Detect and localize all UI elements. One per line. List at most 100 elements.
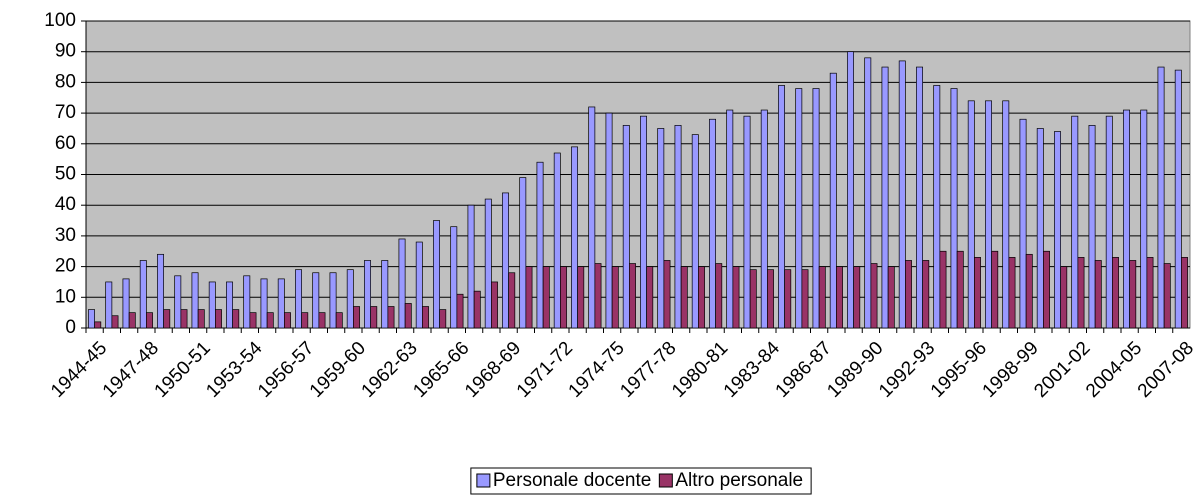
bar	[663, 260, 671, 329]
bar	[353, 306, 360, 329]
x-tick-label: 1998-99	[979, 338, 1043, 402]
bar	[525, 266, 533, 329]
bar	[1088, 125, 1096, 329]
x-tick-label: 1950-51	[151, 338, 215, 402]
bar	[1036, 128, 1044, 329]
bar	[180, 309, 188, 329]
bar	[439, 309, 447, 329]
bar	[732, 266, 740, 329]
bar	[898, 60, 906, 329]
bar	[266, 312, 274, 329]
bar	[691, 134, 699, 329]
bar	[657, 128, 665, 329]
bar	[381, 260, 389, 329]
legend-label: Personale docente	[493, 470, 651, 491]
bar	[1146, 257, 1154, 329]
bar	[577, 266, 585, 329]
x-tick-label: 1983-84	[720, 337, 784, 401]
x-tick-label: 1974-75	[565, 338, 629, 402]
bar	[243, 275, 251, 329]
bar	[1105, 115, 1113, 329]
x-tick-label: 1953-54	[202, 337, 266, 401]
bar	[1174, 69, 1182, 329]
bar	[157, 253, 164, 329]
bar	[197, 309, 205, 329]
bar	[594, 263, 602, 329]
bar	[985, 100, 992, 329]
bar	[829, 72, 837, 329]
bar	[1157, 66, 1165, 329]
x-tick-label: 2001-02	[1030, 338, 1094, 402]
bar	[767, 269, 774, 329]
bar	[1123, 109, 1130, 329]
bar	[433, 220, 440, 329]
bar	[215, 309, 222, 329]
x-tick-label: 1965-66	[409, 338, 473, 402]
bar	[1181, 257, 1188, 329]
bar	[312, 272, 320, 329]
bar	[1008, 257, 1016, 329]
x-tick-label: 1962-63	[358, 338, 422, 402]
bar	[588, 106, 596, 329]
bar	[611, 266, 619, 329]
bar	[674, 125, 682, 329]
bar	[277, 278, 285, 329]
x-tick-label: 1989-90	[823, 338, 887, 402]
bar	[1054, 131, 1061, 329]
bar	[1071, 115, 1079, 329]
bar	[1112, 257, 1119, 329]
bar	[991, 250, 999, 329]
bar	[1163, 263, 1171, 329]
bar	[967, 100, 975, 329]
bar	[1060, 266, 1068, 329]
bar	[484, 198, 492, 329]
x-tick-label: 1956-57	[254, 338, 318, 402]
legend: Personale docente Altro personale	[470, 467, 812, 495]
bar	[226, 281, 233, 329]
legend-label: Altro personale	[675, 470, 803, 491]
bar	[749, 269, 757, 329]
bar	[450, 226, 458, 329]
bar	[491, 281, 498, 329]
bar	[956, 250, 964, 329]
bar	[1129, 260, 1137, 329]
bar	[922, 260, 930, 329]
bar	[605, 112, 613, 329]
bar	[571, 146, 578, 329]
y-tick-label: 0	[65, 317, 76, 338]
bar	[139, 260, 147, 329]
bar	[916, 66, 923, 329]
y-tick-label: 70	[55, 102, 76, 123]
bar	[473, 290, 481, 329]
bar	[629, 263, 636, 329]
bar	[881, 66, 889, 329]
bar	[398, 238, 406, 329]
bar	[335, 312, 343, 329]
bar	[111, 315, 119, 329]
y-tick-label: 20	[55, 256, 76, 277]
bar	[1077, 257, 1085, 329]
bar	[870, 263, 878, 329]
bar	[933, 85, 941, 329]
y-tick-label: 50	[55, 164, 76, 185]
bar	[536, 161, 544, 329]
bar	[795, 88, 803, 329]
x-tick-label: 1980-81	[668, 338, 732, 402]
bar	[887, 266, 895, 329]
bar	[939, 250, 947, 329]
bar	[422, 306, 429, 329]
bar	[818, 266, 826, 329]
x-tick-label: 2004-05	[1082, 338, 1146, 402]
x-tick-label: 1944-45	[47, 338, 111, 402]
bar	[1019, 118, 1027, 329]
bar	[146, 312, 153, 329]
bar	[743, 115, 751, 329]
y-tick-label: 80	[55, 71, 76, 92]
bar	[502, 192, 509, 329]
x-tick-label: 1986-87	[772, 338, 836, 402]
bar	[387, 306, 395, 329]
bar	[553, 152, 561, 329]
bar	[208, 281, 216, 329]
bar	[542, 266, 550, 329]
